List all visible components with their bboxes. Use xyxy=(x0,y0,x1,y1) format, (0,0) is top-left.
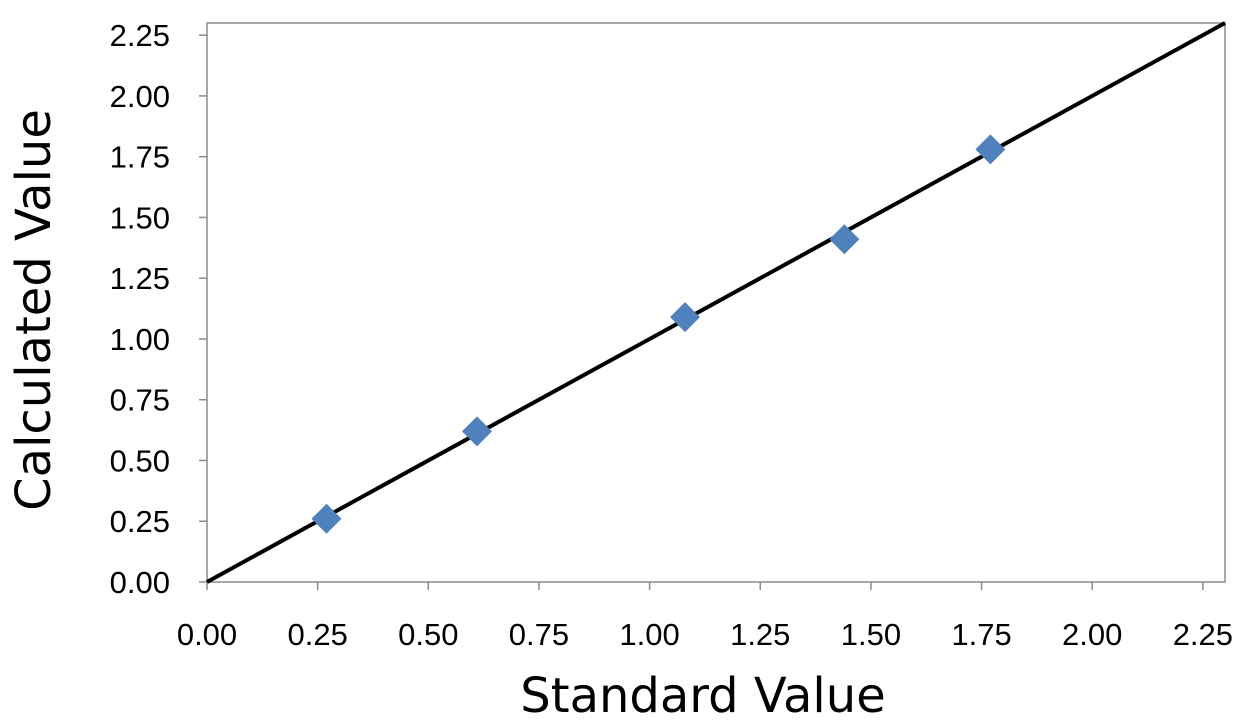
y-tick-label: 0.50 xyxy=(110,443,170,478)
x-tick-label: 0.00 xyxy=(177,617,237,652)
y-tick-label: 1.25 xyxy=(110,261,170,296)
x-tick-label: 1.25 xyxy=(730,617,790,652)
y-tick-label: 1.50 xyxy=(110,200,170,235)
y-tick-label: 2.25 xyxy=(110,18,170,53)
y-tick-label: 0.25 xyxy=(110,504,170,539)
data-points xyxy=(311,134,1006,534)
y-tick-label: 0.75 xyxy=(110,383,170,418)
x-tick-label: 1.75 xyxy=(951,617,1011,652)
y-axis-ticks: 0.00 0.25 0.50 0.75 1.00 1.25 1.50 1.75 2.00 2.25 xyxy=(110,18,207,600)
y-tick-label: 1.00 xyxy=(110,322,170,357)
y-axis-title: Calculated Value xyxy=(6,109,62,511)
y-tick-label: 1.75 xyxy=(110,140,170,175)
data-point xyxy=(829,224,860,255)
data-point xyxy=(975,134,1006,165)
data-point xyxy=(461,416,492,447)
data-point xyxy=(311,503,342,534)
data-point xyxy=(670,302,701,333)
x-tick-label: 0.50 xyxy=(398,617,458,652)
x-axis-ticks: 0.00 0.25 0.50 0.75 1.00 1.25 1.50 1.75 2.00 2.25 xyxy=(177,582,1233,652)
y-tick-label: 2.00 xyxy=(110,79,170,114)
x-tick-label: 2.00 xyxy=(1062,617,1122,652)
x-tick-label: 2.25 xyxy=(1173,617,1233,652)
x-tick-label: 1.00 xyxy=(619,617,679,652)
identity-line xyxy=(206,21,1226,584)
x-axis-title: Standard Value xyxy=(520,668,885,720)
x-tick-label: 0.75 xyxy=(509,617,569,652)
reference-line-layer xyxy=(206,21,1226,584)
y-tick-label: 0.00 xyxy=(110,565,170,600)
x-tick-label: 0.25 xyxy=(287,617,347,652)
x-tick-label: 1.50 xyxy=(841,617,901,652)
